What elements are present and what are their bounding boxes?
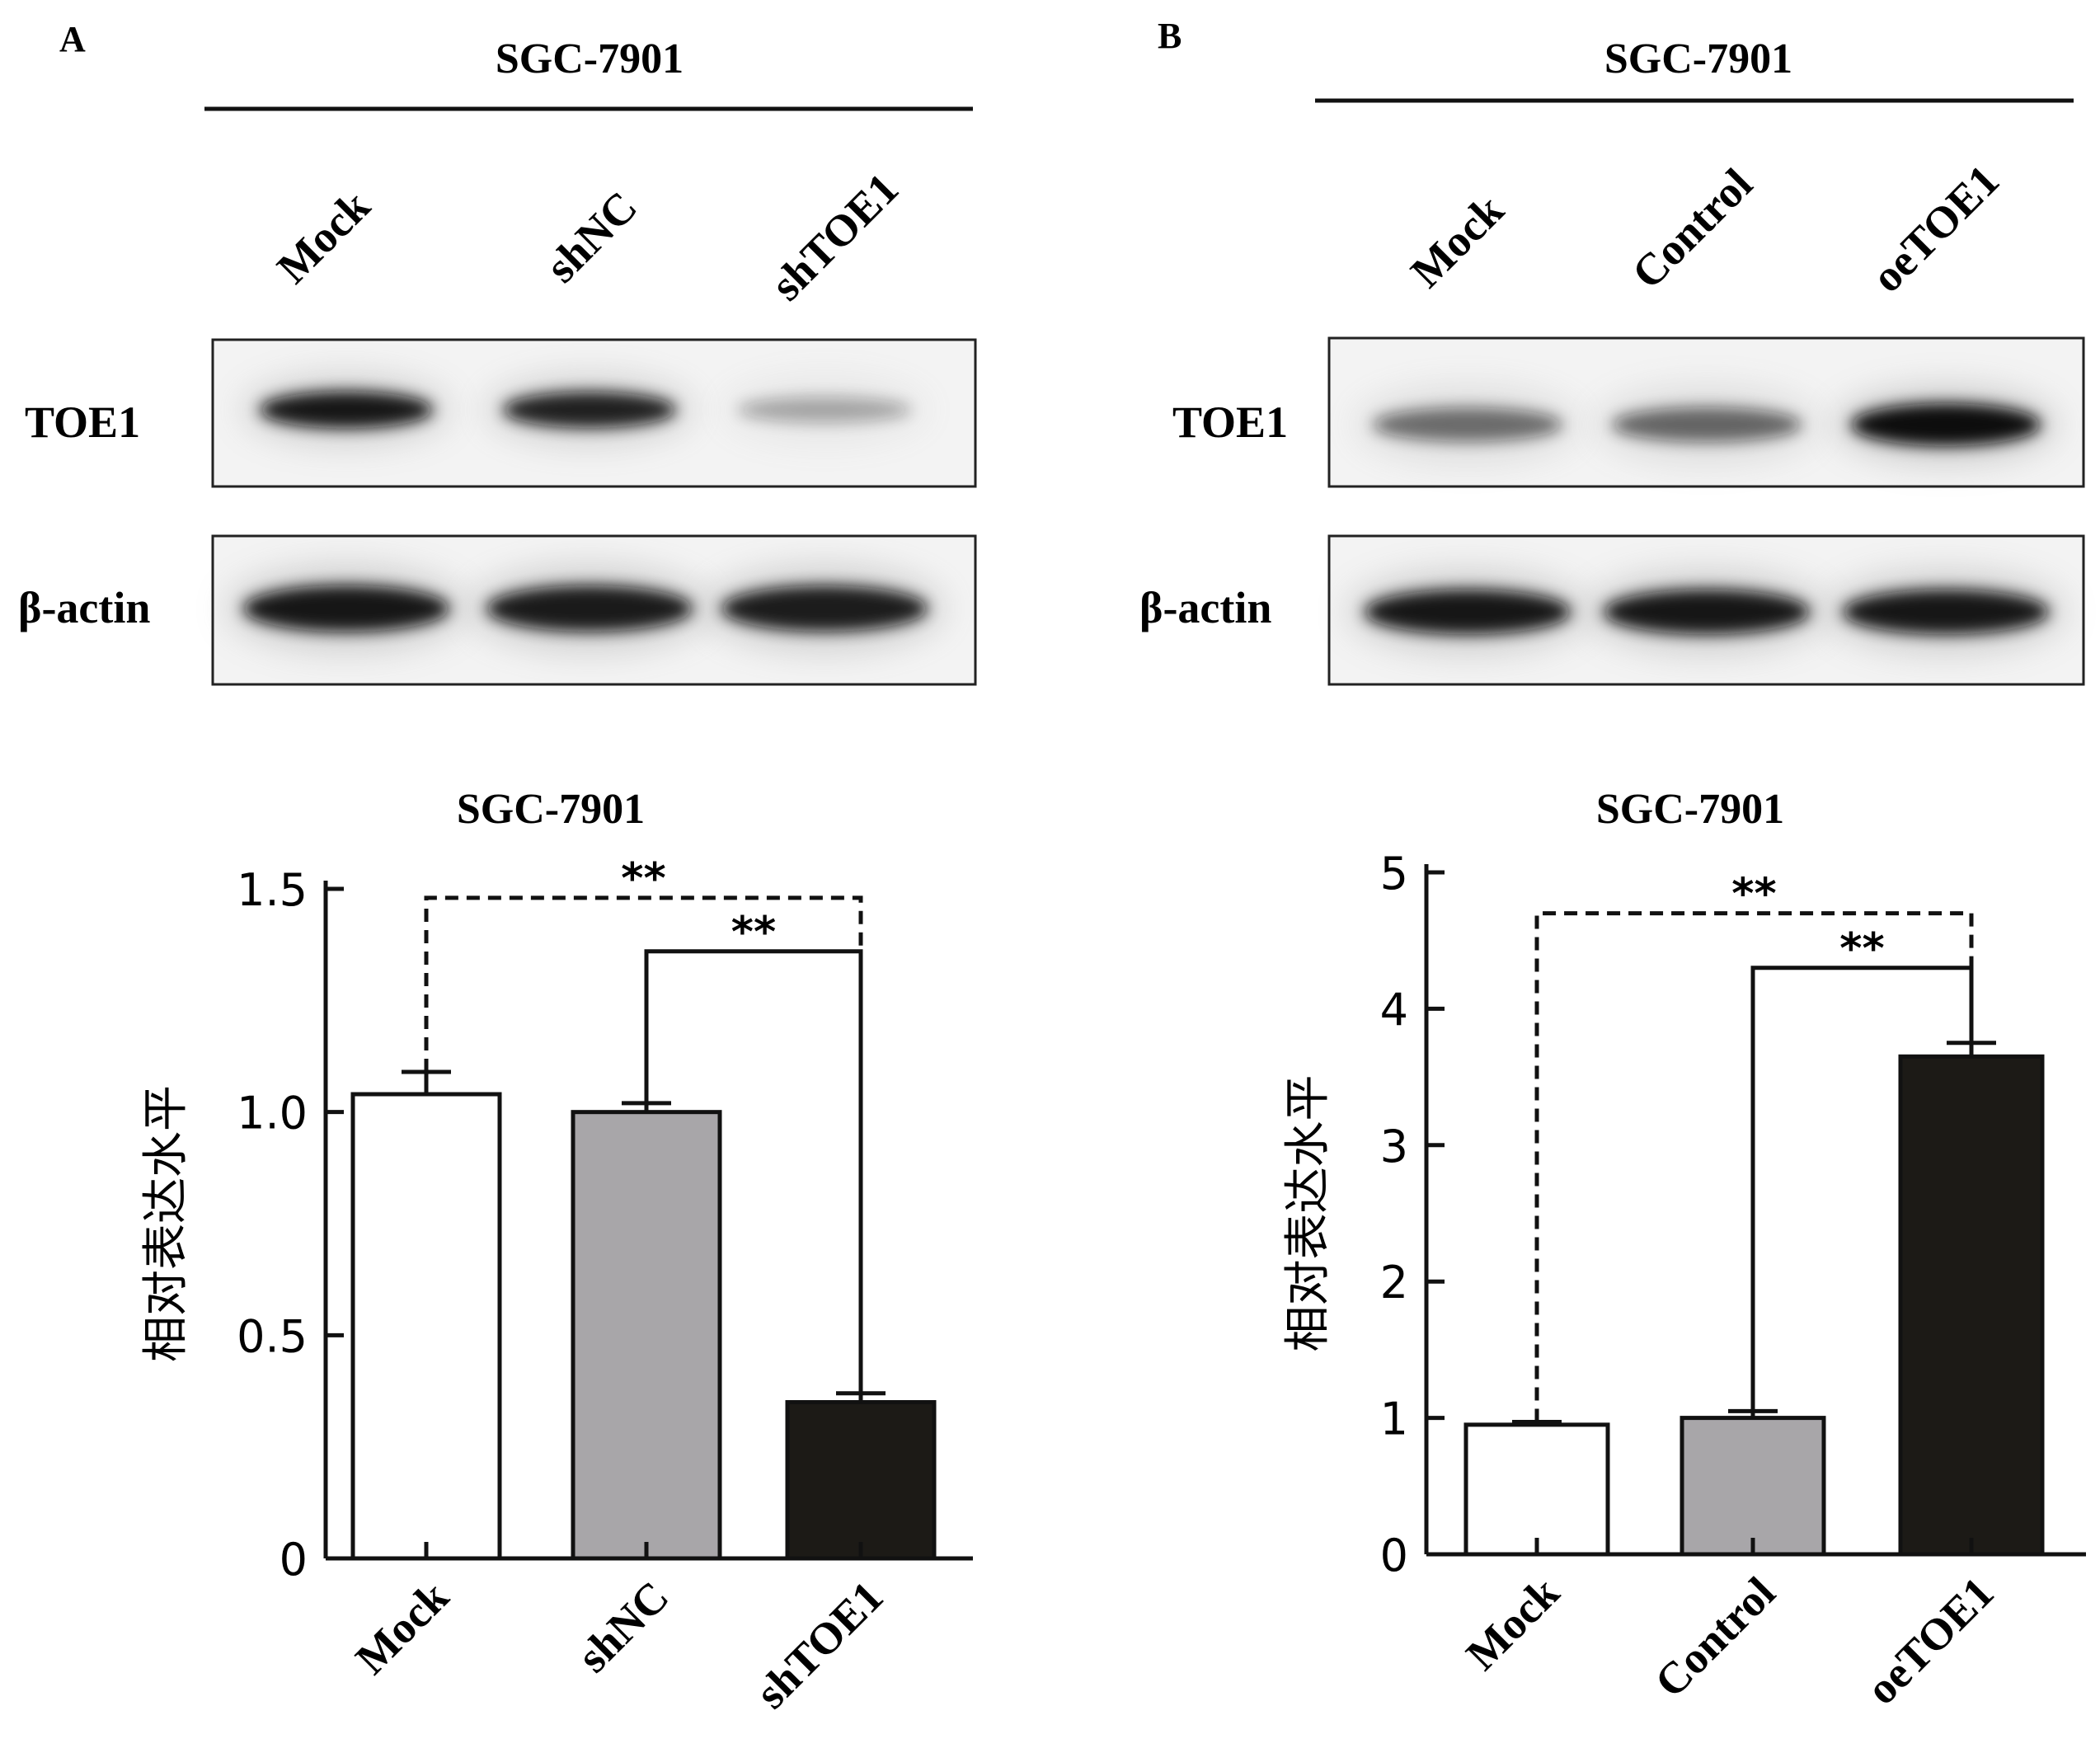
panel-a-lane-label-2: shTOE1 (761, 163, 908, 310)
panel-b-lane-label-1: Control (1623, 159, 1762, 298)
panel-a-toe1-band-0 (260, 391, 433, 429)
panel-b-toe1-band-1 (1612, 407, 1802, 443)
panel-a-toe1-band-1 (503, 392, 676, 428)
chart-a: SGC-7901 相对表达水平 Mock shNC shTOE1 0 0.5 1.0 1.5 **… (139, 786, 973, 1718)
panel-b-actin-band-2 (1843, 589, 2049, 635)
panel-a-row-label-actin: β-actin (18, 583, 150, 632)
chart-b-ytick-label-0: 0 (1380, 1530, 1408, 1581)
panel-b-letter: B (1158, 16, 1182, 56)
chart-a-significance-label-1: ** (731, 908, 776, 957)
chart-a-bar-2 (785, 1400, 937, 1561)
chart-a-significance-bracket-0 (424, 895, 863, 1393)
panel-a-letter: A (59, 19, 86, 59)
chart-a-ylabel: 相对表达水平 (139, 1085, 193, 1362)
panel-b-cell-line: SGC-7901 (1604, 35, 1792, 82)
chart-a-bar-0 (350, 1092, 502, 1561)
panel-a-lane-label-0: Mock (267, 181, 379, 293)
chart-a-significance-label-0: ** (621, 854, 665, 904)
chart-b-category-label-0: Mock (1457, 1567, 1569, 1680)
panel-b-actin-band-0 (1365, 589, 1571, 635)
chart-a-ytick-label-0: 0 (280, 1534, 308, 1586)
chart-b-ylabel: 相对表达水平 (1281, 1075, 1335, 1352)
chart-b-category-label-2: oeTOE1 (1857, 1567, 2004, 1714)
chart-a-bar-1 (571, 1110, 722, 1561)
chart-a-ytick-label-1: 0.5 (237, 1310, 308, 1362)
panel-b-lane-label-2: oeTOE1 (1863, 156, 2009, 303)
chart-a-ytick-label-2: 1.0 (237, 1088, 308, 1140)
chart-b-category-label-1: Control (1645, 1567, 1784, 1707)
panel-a-cell-line: SGC-7901 (496, 35, 684, 82)
panel-a-actin-band-2 (721, 585, 928, 632)
chart-b-bar-0 (1463, 1422, 1610, 1557)
panel-b-row-label-actin: β-actin (1139, 583, 1271, 632)
chart-b-ytick-label-4: 4 (1380, 984, 1408, 1036)
panel-a-lane-label-1: shNC (536, 181, 646, 292)
chart-a-significance-bracket-1 (644, 949, 863, 1393)
chart-b-significance-label-1: ** (1839, 924, 1884, 974)
panel-a-blot: A SGC-7901 Mock shNC shTOE1 TOE1 β-actin (18, 19, 977, 686)
chart-b: SGC-7901 相对表达水平 Mock Control oeTOE1 0 1 2 3 4 5 ** *… (1281, 786, 2086, 1714)
chart-b-significance-label-0: ** (1731, 870, 1776, 919)
chart-b-ytick-label-5: 5 (1380, 848, 1408, 900)
chart-a-ytick-label-3: 1.5 (237, 864, 308, 916)
panel-b-lane-label-0: Mock (1401, 185, 1513, 297)
chart-b-ytick-label-3: 3 (1380, 1121, 1408, 1173)
panel-a-actin-band-0 (243, 585, 449, 632)
panel-b-toe1-band-0 (1373, 407, 1562, 442)
chart-b-bar-2 (1898, 1054, 2045, 1557)
chart-b-ytick-label-1: 1 (1380, 1393, 1408, 1445)
chart-a-category-label-2: shTOE1 (746, 1572, 893, 1718)
panel-a-actin-band-1 (486, 585, 693, 632)
chart-b-significance-bracket-1 (1750, 966, 1974, 1412)
chart-a-category-label-0: Mock (346, 1572, 458, 1684)
panel-a-toe1-band-2 (738, 397, 911, 423)
chart-b-bar-1 (1680, 1416, 1826, 1557)
panel-b-row-label-toe1: TOE1 (1172, 397, 1288, 447)
panel-b-toe1-band-2 (1851, 403, 2041, 446)
panel-b-actin-band-1 (1604, 589, 1810, 635)
chart-b-ytick-label-2: 2 (1380, 1257, 1408, 1309)
panel-a-row-label-toe1: TOE1 (25, 397, 140, 447)
chart-a-category-label-1: shNC (568, 1572, 679, 1682)
chart-b-title: SGC-7901 (1596, 786, 1784, 833)
chart-a-title: SGC-7901 (457, 786, 645, 833)
panel-b-blot: B SGC-7901 Mock Control oeTOE1 TOE1 β-ac… (1139, 16, 2085, 686)
